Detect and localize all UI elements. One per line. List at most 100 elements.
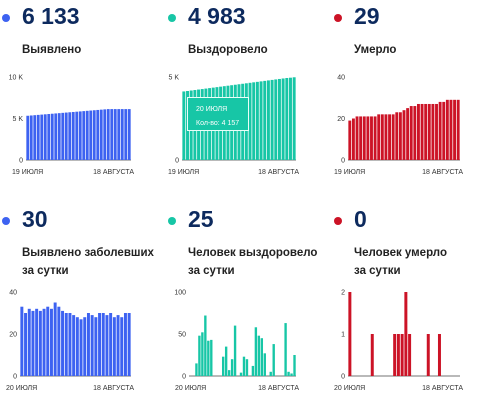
detected-bar: [64, 112, 68, 160]
died-xlabel-right: 18 АВГУСТА: [422, 169, 463, 176]
daily-recovered-xlabel-right: 18 АВГУСТА: [258, 385, 299, 392]
detected-bar: [68, 112, 72, 160]
died-bar: [377, 114, 381, 160]
detected-xlabel-right: 18 АВГУСТА: [93, 169, 134, 176]
daily-detected-bar: [86, 313, 90, 376]
died-bar: [431, 103, 435, 160]
died-bar: [380, 114, 384, 160]
died-bar: [355, 116, 359, 160]
recovered-bar: [289, 77, 292, 160]
panel-daily-detected: 30 Выявлено заболевших за сутки: [0, 203, 160, 403]
recovered-label: Выздоровело: [188, 41, 268, 59]
detected-bar: [29, 115, 33, 160]
died-label: Умерло: [354, 41, 396, 59]
detected-bar: [120, 109, 124, 160]
died-bar: [395, 112, 399, 160]
daily-died-bar: [404, 292, 408, 376]
daily-died-bar: [400, 334, 404, 376]
recovered-total: 4 983: [188, 3, 246, 29]
daily-recovered-bar: [224, 346, 228, 376]
daily-recovered-bar: [272, 344, 275, 376]
daily-recovered-bar: [227, 370, 231, 376]
detected-label: Выявлено: [22, 41, 81, 59]
died-label-line: Умерло: [354, 44, 397, 56]
died-bar: [391, 114, 395, 160]
daily-recovered-bar: [260, 338, 264, 376]
daily-detected-bar: [94, 317, 98, 376]
daily-died-ytick: 2: [341, 290, 345, 297]
recovered-ytick: 0: [175, 158, 179, 165]
died-bar: [438, 101, 442, 160]
recovered-bar: [252, 82, 256, 160]
died-total: 29: [354, 3, 380, 29]
detected-bar: [85, 110, 89, 160]
daily-detected-bar: [98, 313, 102, 376]
detected-ytick: 10 K: [9, 75, 24, 82]
detected-bar: [92, 110, 96, 160]
daily-recovered-bar: [239, 372, 243, 376]
detected-bar: [26, 115, 30, 160]
daily-recovered-label-line-1: Человек выздоровело: [188, 247, 318, 259]
daily-died-bar: [408, 334, 412, 376]
died-bar: [351, 118, 355, 160]
recovered-bar: [263, 80, 267, 160]
died-bar: [435, 103, 438, 160]
detected-bar: [127, 109, 131, 160]
daily-recovered-bar: [290, 373, 293, 376]
detected-bar: [71, 111, 75, 160]
daily-detected-bar: [101, 313, 105, 376]
daily-detected-bar: [72, 315, 76, 376]
daily-recovered-xlabel-left: 20 ИЮЛЯ: [175, 385, 206, 392]
recovered-bar: [274, 79, 278, 160]
detected-bar: [57, 113, 61, 160]
daily-detected-bar: [57, 306, 61, 376]
detected-bar: [113, 109, 117, 160]
daily-recovered-bar: [293, 355, 296, 376]
daily-died-label: Человек умерло за сутки: [354, 244, 447, 280]
daily-detected-dot-icon: [2, 217, 10, 225]
died-bar: [402, 110, 406, 160]
detected-bar: [54, 113, 58, 160]
daily-died-xlabel-left: 20 ИЮЛЯ: [334, 385, 365, 392]
daily-recovered-dot-icon: [168, 217, 176, 225]
daily-detected-bar: [64, 313, 68, 376]
daily-detected-label: Выявлено заболевших за сутки: [22, 244, 154, 280]
recovered-bar: [285, 77, 289, 160]
daily-detected-bar: [109, 313, 113, 376]
detected-bar: [78, 111, 82, 160]
died-bar: [409, 106, 413, 160]
died-bar: [427, 103, 431, 160]
died-bar: [449, 99, 453, 160]
recovered-label-line: Выздоровело: [188, 44, 268, 56]
detected-bar: [124, 109, 128, 160]
died-bar: [406, 108, 410, 160]
recovered-bar: [292, 77, 296, 160]
died-bar: [420, 103, 424, 160]
detected-bar: [75, 111, 79, 160]
daily-detected-bar: [35, 308, 39, 376]
recovered-bar: [182, 91, 186, 160]
daily-recovered-bar: [257, 335, 261, 376]
daily-died-bar: [370, 334, 374, 376]
daily-detected-bar: [20, 306, 24, 376]
recovered-bar: [255, 81, 259, 160]
daily-died-dot-icon: [334, 217, 342, 225]
detected-bar: [89, 110, 93, 160]
daily-died-total: 0: [354, 206, 367, 232]
died-bar: [359, 116, 363, 160]
recovered-bar: [281, 78, 285, 160]
daily-recovered-bar: [269, 371, 272, 376]
daily-recovered-bar: [207, 340, 210, 376]
daily-recovered-bar: [245, 359, 249, 376]
tooltip-value: Кол-во: 4 157: [196, 120, 240, 127]
detected-bar: [40, 114, 44, 160]
died-bar: [417, 103, 420, 160]
panel-recovered: 4 983 Выздоровело: [166, 0, 326, 200]
daily-recovered-bar: [287, 371, 290, 376]
detected-ytick: 0: [19, 158, 23, 165]
recovered-dot-icon: [168, 14, 176, 22]
daily-recovered-total: 25: [188, 206, 214, 232]
panel-daily-died: 0 Человек умерло за сутки: [332, 203, 487, 403]
died-ytick: 40: [337, 75, 345, 82]
daily-recovered-label: Человек выздоровело за сутки: [188, 244, 317, 280]
